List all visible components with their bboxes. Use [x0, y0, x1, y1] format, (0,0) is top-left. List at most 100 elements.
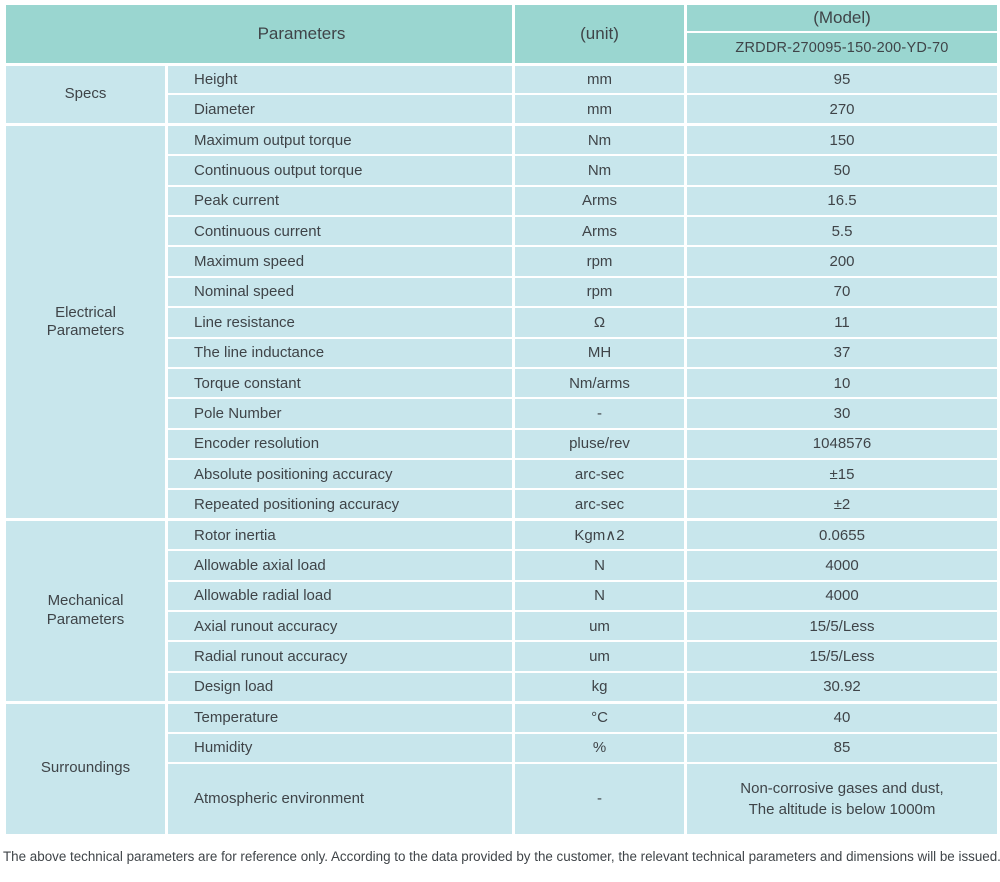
param-unit-cell: Kgm∧2: [512, 518, 687, 552]
param-name-cell: Peak current: [165, 184, 515, 217]
param-value-cell: 200: [684, 245, 1000, 278]
param-value-cell: 95: [684, 62, 1000, 96]
param-name-cell: Absolute positioning accuracy: [165, 458, 515, 491]
param-unit-cell: Nm/arms: [512, 366, 687, 400]
model-column-header: (Model): [684, 3, 1000, 33]
param-name-cell: Radial runout accuracy: [165, 640, 515, 673]
param-name-cell: Repeated positioning accuracy: [165, 488, 515, 521]
table-row: Maximum speed rpm 200: [5, 245, 1000, 278]
param-value-cell: 4000: [684, 579, 1000, 613]
param-value-cell: 30: [684, 397, 1000, 430]
param-unit-cell: MH: [512, 336, 687, 369]
param-name-cell: Line resistance: [165, 306, 515, 339]
table-row: Surroundings Temperature °C 40: [3, 700, 1000, 836]
param-value-cell: 0.0655: [684, 518, 1000, 552]
model-number-row: ZRDDR-270095-150-200-YD-70: [5, 31, 1000, 65]
param-value-cell: 270: [684, 93, 1000, 126]
param-unit-cell: Nm: [512, 123, 687, 157]
param-value-cell: 11: [684, 306, 1000, 339]
param-name-cell: Continuous output torque: [165, 154, 515, 187]
param-unit-cell: kg: [512, 670, 687, 704]
param-unit-cell: mm: [512, 62, 687, 96]
param-name-cell: Design load: [165, 670, 515, 704]
param-name-cell: The line inductance: [165, 336, 515, 369]
table-row: Specs Height mm 95: [3, 62, 1000, 126]
param-value-cell: 4000: [684, 549, 1000, 582]
param-name-cell: Pole Number: [165, 397, 515, 430]
param-unit-cell: -: [512, 397, 687, 430]
table-row: Line resistance Ω 11: [5, 306, 1000, 339]
parameters-column-header: Parameters: [3, 3, 515, 65]
table-row: Absolute positioning accuracy arc-sec ±15: [5, 458, 1000, 491]
param-name-cell: Maximum output torque: [165, 123, 515, 157]
param-name-cell: Nominal speed: [165, 275, 515, 309]
param-unit-cell: N: [512, 579, 687, 613]
table-row: The line inductance MH 37: [5, 336, 1000, 369]
param-value-cell: 1048576: [684, 427, 1000, 461]
param-name-cell: Temperature: [165, 700, 515, 734]
param-value-cell: 10: [684, 366, 1000, 400]
param-unit-cell: Arms: [512, 184, 687, 217]
table-row: Torque constant Nm/arms 10: [5, 366, 1000, 400]
table-row: Pole Number -30: [5, 397, 1000, 430]
table-row: Atmospheric environment - Non-corrosive ga…: [5, 761, 1000, 836]
table-header: Parameters (unit) (Model) ZRDDR-270095-1…: [3, 3, 1000, 65]
unit-column-header: (unit): [512, 3, 687, 65]
param-value-cell: 16.5: [684, 184, 1000, 217]
param-value-cell: 150: [684, 123, 1000, 157]
param-value-cell: ±2: [684, 488, 1000, 521]
table-row: Allowable axial load N 4000: [5, 549, 1000, 582]
param-unit-cell: Arms: [512, 214, 687, 248]
table-row: Electrical Parameters Maximum output torq…: [3, 123, 1000, 521]
motor-spec-table: Parameters (unit) (Model) ZRDDR-270095-1…: [3, 3, 1000, 836]
table-row: Diameter mm 270: [5, 93, 1000, 126]
param-value-cell: Non-corrosive gases and dust, The altitu…: [684, 761, 1000, 836]
table-row: Nominal speed rpm 70: [5, 275, 1000, 309]
param-name-cell: Rotor inertia: [165, 518, 515, 552]
table-row: Continuous current Arms 5.5: [5, 214, 1000, 248]
table-body: Specs Height mm 95 Diameter mm 270 Electrical P…: [3, 62, 1000, 836]
param-value-cell: 5.5: [684, 214, 1000, 248]
group-label-cell: Electrical Parameters: [3, 123, 168, 521]
group-label-cell: Specs: [3, 62, 168, 126]
param-unit-cell: -: [512, 761, 687, 836]
header-row: Parameters (unit) (Model): [3, 3, 1000, 65]
param-value-cell: 37: [684, 336, 1000, 369]
param-value-cell: 15/5/Less: [684, 610, 1000, 643]
param-unit-cell: N: [512, 549, 687, 582]
param-value-cell: 70: [684, 275, 1000, 309]
param-name-cell: Continuous current: [165, 214, 515, 248]
table-row: Encoder resolution pluse/rev 1048576: [5, 427, 1000, 461]
param-name-cell: Encoder resolution: [165, 427, 515, 461]
param-unit-cell: rpm: [512, 275, 687, 309]
param-name-cell: Allowable axial load: [165, 549, 515, 582]
param-unit-cell: rpm: [512, 245, 687, 278]
table-row: Axial runout accuracy um 15/5/Less: [5, 610, 1000, 643]
table-row: Humidity% 85: [5, 731, 1000, 764]
param-unit-cell: Ω: [512, 306, 687, 339]
param-unit-cell: °C: [512, 700, 687, 734]
param-unit-cell: um: [512, 640, 687, 673]
table-row: Continuous output torque Nm 50: [5, 154, 1000, 187]
param-name-cell: Maximum speed: [165, 245, 515, 278]
param-unit-cell: arc-sec: [512, 458, 687, 491]
param-unit-cell: %: [512, 731, 687, 764]
param-unit-cell: Nm: [512, 154, 687, 187]
group-label-cell: Surroundings: [3, 700, 168, 836]
table-row: Design load kg 30.92: [5, 670, 1000, 704]
param-value-cell: 15/5/Less: [684, 640, 1000, 673]
param-unit-cell: mm: [512, 93, 687, 126]
table-row: Mechanical Parameters Rotor inertia Kgm∧2 0…: [3, 518, 1000, 704]
table-row: Repeated positioning accuracy arc-sec ±2: [5, 488, 1000, 521]
param-name-cell: Axial runout accuracy: [165, 610, 515, 643]
param-value-cell: 50: [684, 154, 1000, 187]
param-value-cell: 85: [684, 731, 1000, 764]
param-name-cell: Diameter: [165, 93, 515, 126]
table-row: Allowable radial load N 4000: [5, 579, 1000, 613]
param-value-cell: ±15: [684, 458, 1000, 491]
param-name-cell: Torque constant: [165, 366, 515, 400]
table-row: Peak current Arms 16.5: [5, 184, 1000, 217]
footer-note: The above technical parameters are for r…: [3, 848, 1000, 864]
param-name-cell: Humidity: [165, 731, 515, 764]
